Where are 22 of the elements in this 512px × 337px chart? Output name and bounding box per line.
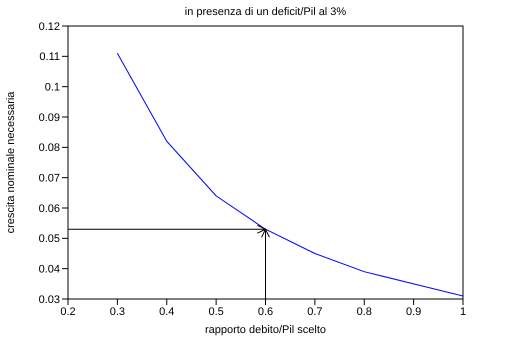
x-tick-label: 1 bbox=[460, 306, 466, 318]
y-tick-label: 0.04 bbox=[38, 264, 60, 276]
y-tick-label: 0.11 bbox=[39, 51, 60, 64]
x-tick-label: 0.9 bbox=[406, 306, 422, 318]
y-tick-label: 0.12 bbox=[38, 20, 60, 33]
y-tick-label: 0.07 bbox=[38, 172, 60, 185]
x-tick-label: 0.5 bbox=[208, 306, 224, 318]
y-axis-title: crescita nominale necessaria bbox=[4, 90, 17, 234]
x-tick-label: 0.8 bbox=[356, 306, 372, 318]
x-tick-label: 0.7 bbox=[307, 306, 323, 318]
y-tick-label: 0.09 bbox=[38, 112, 60, 124]
y-tick-label: 0.03 bbox=[38, 294, 60, 306]
chart-title: in presenza di un deficit/Pil al 3% bbox=[184, 6, 348, 18]
x-tick-label: 0.4 bbox=[159, 306, 174, 318]
x-tick-label: 0.3 bbox=[110, 306, 126, 318]
y-tick-label: 0.05 bbox=[38, 233, 60, 246]
x-tick-label: 0.6 bbox=[258, 306, 274, 318]
y-tick-label: 0.1 bbox=[44, 82, 60, 94]
y-tick-label: 0.06 bbox=[38, 202, 60, 215]
y-tick-label: 0.08 bbox=[38, 142, 60, 154]
x-tick-label: 0.2 bbox=[60, 306, 76, 318]
x-axis-title: rapporto debito/Pil scelto bbox=[204, 324, 326, 336]
